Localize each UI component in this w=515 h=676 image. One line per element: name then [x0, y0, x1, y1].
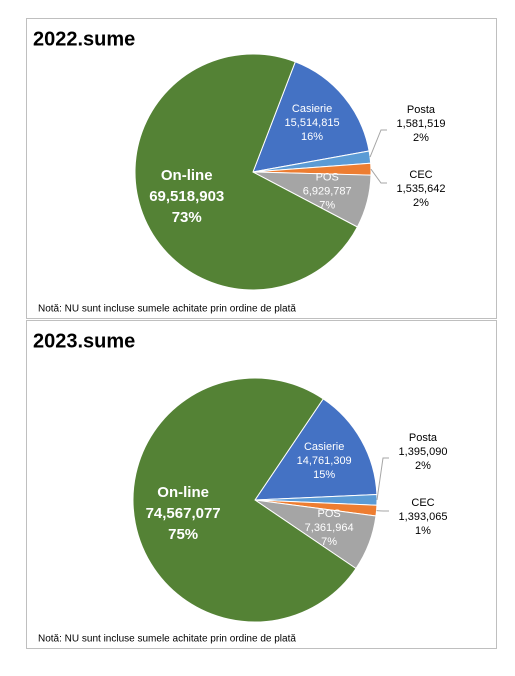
- data-label-percent: 73%: [172, 209, 202, 226]
- chart-title: 2023.sume: [33, 330, 135, 352]
- data-label-value: 7,361,964: [305, 522, 354, 534]
- note: Notă: NU sunt incluse sumele achitate pr…: [38, 634, 296, 645]
- data-label-name: Posta: [407, 104, 436, 116]
- data-label-percent: 2%: [413, 132, 429, 144]
- data-label-name: CEC: [409, 169, 432, 181]
- data-label-percent: 16%: [301, 131, 323, 143]
- data-label-name: POS: [316, 171, 339, 183]
- data-label-value: 1,581,519: [397, 118, 446, 130]
- data-label-percent: 2%: [415, 460, 431, 472]
- data-label-name: On-line: [157, 484, 209, 501]
- data-label-name: POS: [317, 508, 340, 520]
- data-label-name: Posta: [409, 432, 438, 444]
- data-label-name: On-line: [161, 167, 213, 184]
- data-label-value: 74,567,077: [146, 505, 221, 522]
- data-label-percent: 2%: [413, 197, 429, 209]
- data-label-value: 1,395,090: [399, 446, 448, 458]
- data-label-value: 1,535,642: [397, 183, 446, 195]
- data-label-percent: 15%: [313, 469, 335, 481]
- chart-title: 2022.sume: [33, 28, 135, 50]
- data-label-value: 14,761,309: [297, 455, 352, 467]
- data-label-name: Casierie: [304, 441, 344, 453]
- note: Notă: NU sunt incluse sumele achitate pr…: [38, 304, 296, 315]
- data-label-value: 1,393,065: [399, 511, 448, 523]
- data-label-percent: 1%: [415, 525, 431, 537]
- data-label-value: 6,929,787: [303, 185, 352, 197]
- data-label-name: Casierie: [292, 103, 332, 115]
- data-label-percent: 75%: [168, 526, 198, 543]
- data-label-name: CEC: [411, 497, 434, 509]
- data-label-value: 15,514,815: [285, 117, 340, 129]
- data-label-value: 69,518,903: [149, 188, 224, 205]
